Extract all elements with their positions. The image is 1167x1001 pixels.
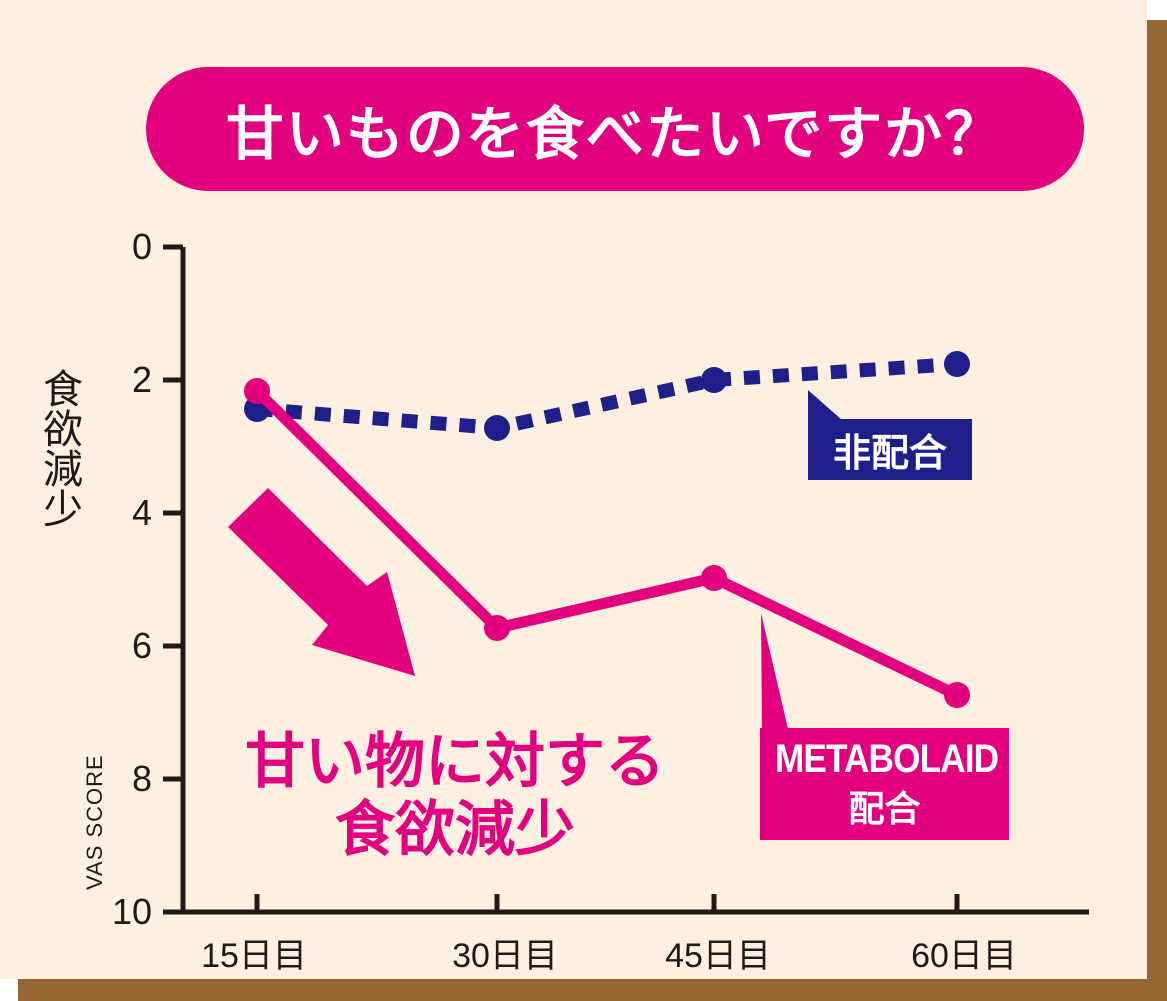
y-tick-4: 4 [131,492,152,533]
axes [163,244,1089,915]
y-tick-6: 6 [131,625,152,666]
x-tick-60: 60日目 [911,937,1017,975]
legend-non-blend: 非配合 [808,419,972,480]
chart-title-banner: 甘いものを食べたいですか？ [146,67,1084,191]
y-tick-10: 10 [111,891,152,932]
x-tick-30: 30日目 [452,937,558,975]
series-non-blend [244,351,970,441]
x-tick-15: 15日目 [201,937,307,975]
y-tick-8: 8 [131,758,152,799]
chart-title: 甘いものを食べたいですか？ [225,100,1005,168]
annotation-line1: 甘い物に対する [245,727,665,797]
annotation-text: 甘い物に対する 食欲減少 [215,728,695,864]
x-tick-45: 45日目 [665,937,771,975]
legend-metabolaid: METABOLAID 配合 [760,728,1009,840]
pink-callout-pointer [761,613,788,729]
legend-metabolaid-line2: 配合 [848,789,921,830]
annotation-line2: 食欲減少 [335,795,575,865]
navy-callout-pointer [808,390,842,420]
series-metabolaid [244,378,970,708]
y-axis-title: 食欲減少 [36,368,82,528]
y-tick-2: 2 [131,359,152,400]
y-tick-0: 0 [131,226,152,267]
down-arrow-icon [228,488,415,676]
legend-metabolaid-line1: METABOLAID [774,737,999,781]
